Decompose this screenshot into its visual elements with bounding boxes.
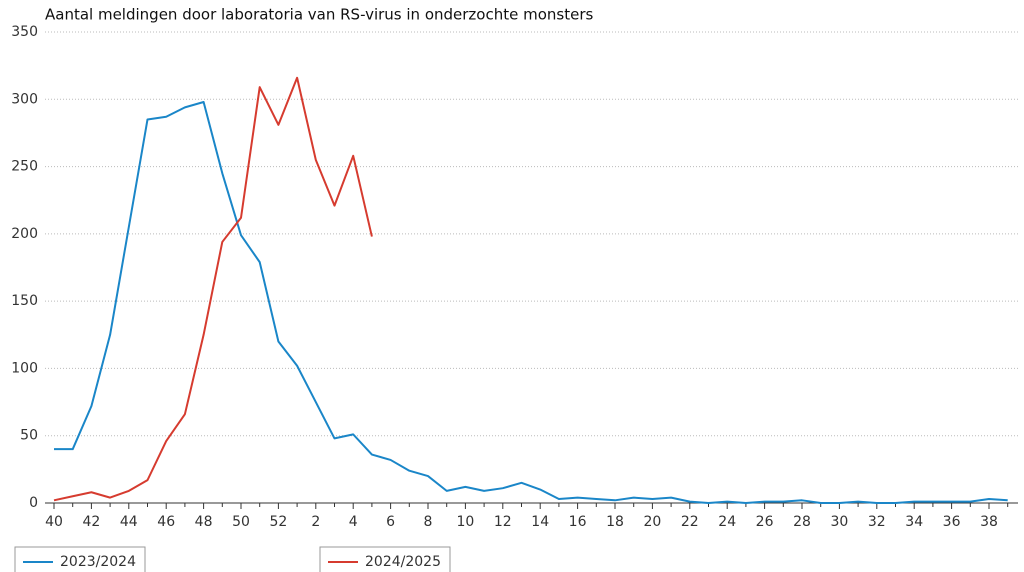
y-tick-label: 50 [20,428,38,444]
y-tick-label: 0 [29,495,38,511]
legend-box [14,546,146,572]
y-tick-label: 300 [11,91,38,107]
y-tick-label: 150 [11,293,38,309]
x-tick-label: 38 [980,514,998,530]
x-tick-label: 26 [756,514,774,530]
x-tick-label: 32 [868,514,886,530]
y-tick-label: 350 [11,24,38,40]
x-tick-label: 10 [456,514,474,530]
y-tick-label: 250 [11,159,38,175]
x-tick-label: 44 [120,514,138,530]
y-tick-label: 200 [11,226,38,242]
x-tick-label: 34 [905,514,923,530]
x-tick-label: 14 [531,514,549,530]
legend-label: 2024/2025 [365,554,441,570]
series-line [54,100,1008,504]
x-tick-label: 22 [681,514,699,530]
x-tick-label: 36 [943,514,961,530]
x-tick-label: 24 [718,514,736,530]
x-tick-label: 16 [569,514,587,530]
x-tick-label: 18 [606,514,624,530]
x-tick-label: 8 [424,514,433,530]
x-tick-label: 20 [643,514,661,530]
x-tick-label: 52 [269,514,287,530]
x-tick-label: 48 [195,514,213,530]
legend-box [319,546,451,572]
legend-label: 2023/2024 [60,554,136,570]
y-tick-label: 100 [11,360,38,376]
x-tick-label: 50 [232,514,250,530]
x-tick-label: 12 [494,514,512,530]
x-tick-label: 4 [349,514,358,530]
x-tick-label: 28 [793,514,811,530]
series-line [53,76,373,502]
x-tick-label: 42 [82,514,100,530]
x-tick-label: 6 [386,514,395,530]
chart-title: Aantal meldingen door laboratoria van RS… [45,6,593,24]
x-tick-label: 40 [45,514,63,530]
x-tick-label: 46 [157,514,175,530]
x-tick-label: 2 [311,514,320,530]
x-tick-label: 30 [830,514,848,530]
